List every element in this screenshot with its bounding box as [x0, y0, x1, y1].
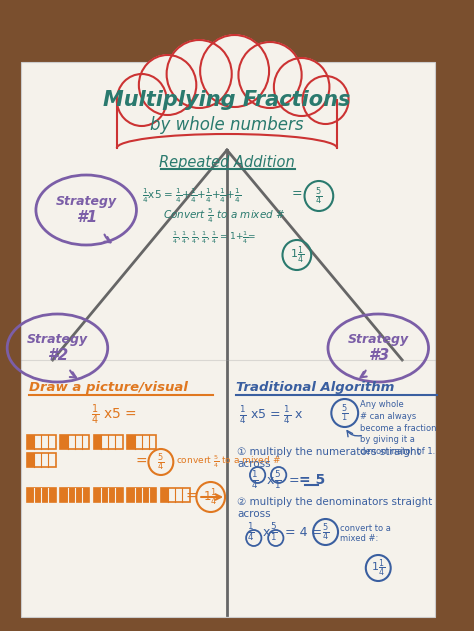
- Text: $\frac{5}{1}$: $\frac{5}{1}$: [270, 521, 278, 543]
- Text: x: x: [263, 526, 270, 538]
- Text: convert to a
mixed #:: convert to a mixed #:: [340, 524, 391, 543]
- Text: by whole numbers: by whole numbers: [150, 116, 304, 134]
- Text: 1$\frac{1}{4}$: 1$\frac{1}{4}$: [371, 557, 385, 579]
- Bar: [27, 435, 55, 449]
- Text: convert $\frac{5}{4}$ to a mixed #: convert $\frac{5}{4}$ to a mixed #: [176, 454, 281, 470]
- Text: #1: #1: [75, 211, 97, 225]
- Bar: [94, 435, 101, 449]
- Text: $\frac{5}{4}$: $\frac{5}{4}$: [322, 521, 329, 543]
- Circle shape: [302, 76, 348, 124]
- Text: ② multiply the denominators straight: ② multiply the denominators straight: [237, 497, 433, 507]
- Bar: [161, 488, 168, 502]
- Text: Any whole
# can always
become a fraction
by giving it a
denominator of 1.: Any whole # can always become a fraction…: [360, 400, 437, 456]
- Text: =: =: [289, 473, 304, 487]
- Bar: [128, 488, 156, 502]
- Text: $\frac{5}{1}$: $\frac{5}{1}$: [341, 402, 348, 424]
- Text: $\frac{1}{4}$: $\frac{1}{4}$: [247, 521, 255, 543]
- Text: Repeated Addition: Repeated Addition: [159, 155, 295, 170]
- Text: $\frac{5}{4}$: $\frac{5}{4}$: [157, 451, 164, 473]
- Text: #3: #3: [368, 348, 389, 363]
- Bar: [60, 435, 89, 449]
- Text: Traditional Algorithm: Traditional Algorithm: [236, 382, 394, 394]
- Circle shape: [274, 58, 329, 116]
- Text: $\frac{1}{4},\frac{1}{4},\frac{1}{4},\frac{1}{4},\frac{1}{4}$ = 1+$\frac{1}{4}$=: $\frac{1}{4},\frac{1}{4},\frac{1}{4},\fr…: [173, 230, 257, 246]
- Text: Strategy: Strategy: [55, 196, 117, 208]
- Text: Multiplying Fractions: Multiplying Fractions: [103, 90, 351, 110]
- Text: across: across: [237, 459, 271, 469]
- Bar: [27, 488, 55, 502]
- Text: =: =: [136, 455, 147, 469]
- Text: = 4 =: = 4 =: [285, 526, 322, 538]
- Text: Convert $\frac{5}{4}$ to a mixed #: Convert $\frac{5}{4}$ to a mixed #: [163, 207, 285, 225]
- Text: across: across: [237, 509, 271, 519]
- Text: #2: #2: [47, 348, 68, 363]
- Text: = 5: = 5: [299, 473, 325, 487]
- Text: Strategy: Strategy: [348, 334, 409, 346]
- Bar: [27, 453, 34, 467]
- Text: $\frac{1}{4}$ x5 =: $\frac{1}{4}$ x5 =: [91, 403, 137, 427]
- FancyBboxPatch shape: [117, 95, 346, 150]
- Bar: [27, 453, 55, 467]
- Text: =: =: [292, 187, 302, 201]
- Circle shape: [200, 35, 269, 107]
- Circle shape: [238, 42, 301, 108]
- Text: $\frac{1}{4}$: $\frac{1}{4}$: [251, 469, 258, 491]
- Text: Strategy: Strategy: [27, 334, 88, 346]
- Bar: [94, 488, 123, 502]
- Bar: [128, 435, 156, 449]
- Bar: [27, 435, 34, 449]
- Circle shape: [139, 55, 196, 115]
- FancyBboxPatch shape: [21, 62, 435, 617]
- Text: =: =: [186, 490, 197, 504]
- Text: Draw a picture/visual: Draw a picture/visual: [29, 382, 188, 394]
- Bar: [94, 435, 123, 449]
- Bar: [60, 488, 89, 502]
- Text: 1$\frac{1}{4}$: 1$\frac{1}{4}$: [203, 486, 218, 508]
- Bar: [60, 435, 67, 449]
- Circle shape: [167, 40, 232, 108]
- Bar: [128, 435, 135, 449]
- Text: $\frac{1}{4}$ x5 = $\frac{1}{4}$ x: $\frac{1}{4}$ x5 = $\frac{1}{4}$ x: [239, 404, 305, 426]
- Circle shape: [117, 74, 167, 126]
- Text: $\frac{5}{4}$: $\frac{5}{4}$: [315, 185, 322, 207]
- Bar: [161, 488, 190, 502]
- Text: 1$\frac{1}{4}$: 1$\frac{1}{4}$: [290, 244, 304, 266]
- Text: $\frac{5}{1}$: $\frac{5}{1}$: [274, 469, 282, 491]
- Text: $\frac{1}{4}$x5 = $\frac{1}{4}$+$\frac{1}{4}$+$\frac{1}{4}$+$\frac{1}{4}$+$\frac: $\frac{1}{4}$x5 = $\frac{1}{4}$+$\frac{1…: [142, 187, 241, 205]
- Text: ① multiply the numerators straight: ① multiply the numerators straight: [237, 447, 421, 457]
- Text: x: x: [266, 473, 273, 487]
